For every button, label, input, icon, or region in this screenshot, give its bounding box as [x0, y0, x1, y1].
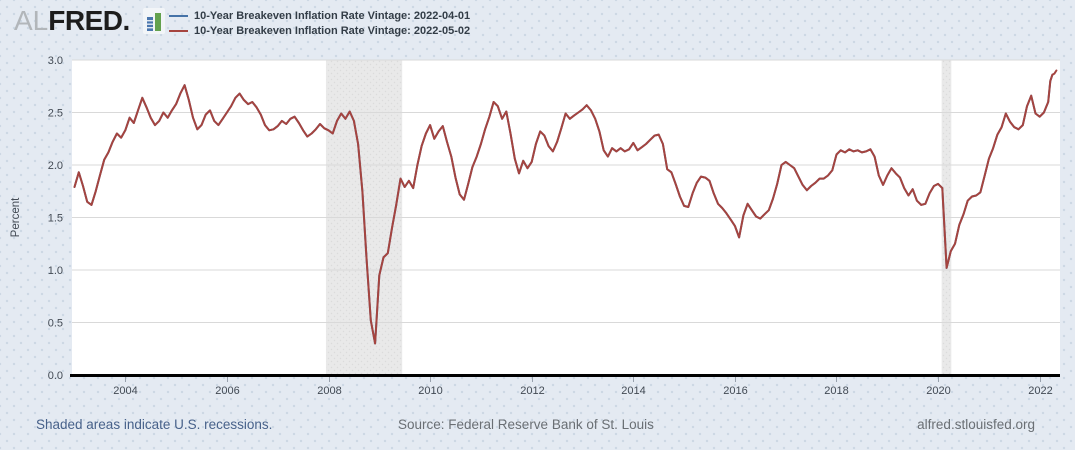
logo-fred: FRED — [48, 5, 123, 36]
legend-swatch-line-red — [169, 30, 188, 32]
x-axis-line — [70, 374, 1060, 377]
y-axis-title: Percent — [10, 197, 22, 237]
source-text: Source: Federal Reserve Bank of St. Loui… — [398, 417, 654, 432]
x-axis-label: 2006 — [215, 385, 239, 397]
alfred-logo[interactable]: ALFRED. — [14, 5, 166, 37]
y-axis-label: 0.5 — [48, 318, 63, 330]
legend-item[interactable]: 10-Year Breakeven Inflation Rate Vintage… — [169, 9, 470, 23]
chart-legend: 10-Year Breakeven Inflation Rate Vintage… — [169, 9, 470, 39]
logo-al: AL — [14, 5, 49, 36]
x-axis-label: 2010 — [418, 385, 442, 397]
x-axis-label: 2022 — [1028, 385, 1052, 397]
legend-label: 10-Year Breakeven Inflation Rate Vintage… — [194, 9, 471, 22]
x-axis-label: 2004 — [113, 385, 137, 397]
fred-bars-icon — [143, 8, 166, 34]
legend-item[interactable]: 10-Year Breakeven Inflation Rate Vintage… — [169, 24, 470, 38]
legend-label: 10-Year Breakeven Inflation Rate Vintage… — [194, 24, 471, 37]
x-axis-label: 2018 — [824, 385, 848, 397]
legend-swatch-line-blue — [169, 15, 188, 17]
x-axis-label: 2008 — [317, 385, 341, 397]
recession-note-link[interactable]: Shaded areas indicate U.S. recessions. — [36, 417, 273, 432]
y-axis-label: 3.0 — [48, 55, 63, 67]
site-url: alfred.stlouisfed.org — [917, 417, 1035, 432]
x-axis-label: 2012 — [520, 385, 544, 397]
x-axis-label: 2014 — [621, 385, 645, 397]
y-axis-label: 1.5 — [48, 213, 63, 225]
y-axis-label: 2.5 — [48, 108, 63, 120]
y-axis-label: 1.0 — [48, 265, 63, 277]
y-axis-label: 0.0 — [48, 370, 63, 382]
x-axis-label: 2016 — [723, 385, 747, 397]
x-axis-label: 2020 — [926, 385, 950, 397]
logo-period: . — [122, 5, 131, 36]
y-axis-label: 2.0 — [48, 160, 63, 172]
series-line-vintage-2022-05-02[interactable] — [73, 69, 1058, 345]
